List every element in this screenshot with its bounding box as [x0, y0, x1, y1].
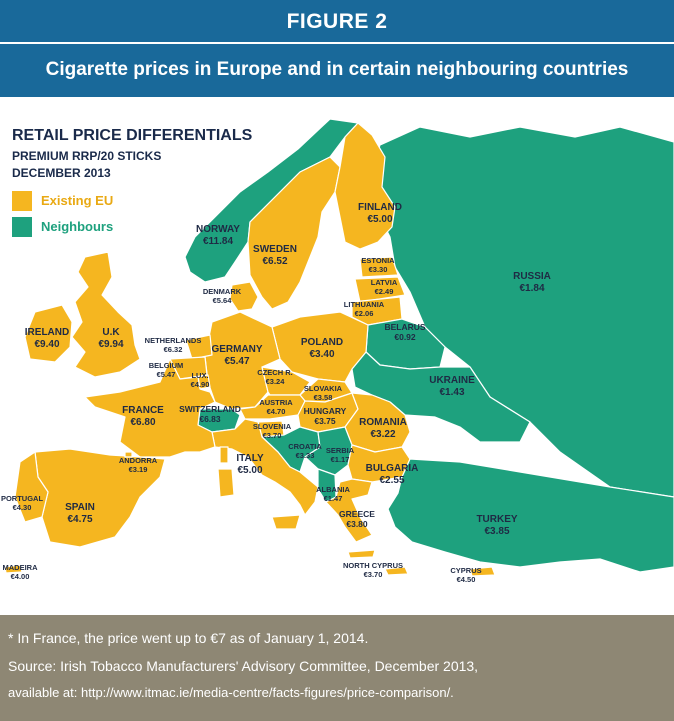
- label-belgium: BELGIUM €5.47: [148, 361, 184, 379]
- label-czech: CZECH R. €3.24: [257, 368, 293, 386]
- legend-label-neighbours: Neighbours: [41, 219, 114, 234]
- label-ukraine: UKRAINE €1.43: [429, 375, 475, 398]
- label-sweden: SWEDEN €6.52: [253, 244, 297, 267]
- label-albania: ALBANIA €1.47: [316, 485, 350, 503]
- label-portugal: PORTUGAL €4.30: [0, 494, 44, 512]
- label-ireland: IRELAND €9.40: [24, 327, 70, 350]
- label-lithuania: LITHUANIA €2.06: [343, 300, 385, 318]
- label-turkey: TURKEY €3.85: [476, 514, 518, 537]
- label-serbia: SERBIA €1.17: [325, 446, 355, 464]
- region-madeira: [4, 564, 23, 574]
- region-north-cyprus: [384, 566, 409, 576]
- region-corsica: [219, 446, 229, 464]
- region-estonia: [359, 256, 399, 278]
- label-netherlands: NETHERLANDS €6.32: [144, 336, 202, 354]
- label-norway: NORWAY €11.84: [196, 224, 240, 247]
- label-bulgaria: BULGARIA €2.55: [365, 463, 419, 486]
- legend-label-eu: Existing EU: [41, 193, 114, 208]
- legend-subtitle-1: PREMIUM RRP/20 STICKS: [12, 149, 162, 163]
- figure-footer: * In France, the price went up to €7 as …: [0, 615, 674, 721]
- region-sardinia: [217, 468, 235, 498]
- label-austria: AUSTRIA €4.70: [259, 398, 293, 416]
- region-cyprus: [469, 566, 496, 577]
- legend-subtitle-2: DECEMBER 2013: [12, 166, 111, 180]
- region-greece: [325, 478, 373, 543]
- label-romania: ROMANIA €3.22: [359, 417, 407, 440]
- label-estonia: ESTONIA €3.30: [361, 256, 395, 274]
- header-divider: [0, 42, 674, 44]
- region-ukraine: [351, 351, 531, 443]
- label-belarus: BELARUS €0.92: [384, 322, 426, 342]
- label-croatia: CROATIA €3.33: [288, 442, 322, 460]
- figure-header: FIGURE 2 Cigarette prices in Europe and …: [0, 0, 674, 97]
- region-andorra: [124, 451, 133, 458]
- label-poland: POLAND €3.40: [300, 337, 344, 360]
- label-france: FRANCE €6.80: [122, 405, 164, 428]
- label-uk: U.K €9.94: [98, 327, 124, 350]
- label-madeira: MADEIRA €4.00: [2, 563, 38, 581]
- label-switzerland: SWITZERLAND €6.83: [179, 404, 241, 424]
- label-finland: FINLAND €5.00: [358, 202, 402, 225]
- map-drawing: [4, 118, 674, 577]
- region-italy: [211, 418, 319, 516]
- label-andorra: ANDORRA €3.19: [118, 456, 158, 474]
- label-greece: GREECE €3.80: [339, 509, 375, 529]
- label-slovakia: SLOVAKIA €3.58: [303, 384, 343, 402]
- figure-title: Cigarette prices in Europe and in certai…: [45, 59, 629, 80]
- label-north-cyprus: NORTH CYPRUS €3.70: [342, 561, 404, 579]
- label-denmark: DENMARK €5.64: [202, 287, 242, 305]
- figure-label: FIGURE 2: [286, 10, 388, 33]
- europe-map: RETAIL PRICE DIFFERENTIALS PREMIUM RRP/2…: [0, 97, 674, 615]
- region-denmark: [229, 281, 259, 312]
- region-finland: [334, 122, 396, 250]
- source-note: Source: Irish Tobacco Manufacturers' Adv…: [8, 658, 479, 674]
- label-hungary: HUNGARY €3.75: [303, 406, 347, 426]
- label-italy: ITALY €5.00: [236, 453, 264, 476]
- label-cyprus: CYPRUS €4.50: [450, 566, 482, 584]
- region-russia: [369, 126, 674, 498]
- region-crete: [347, 549, 376, 559]
- region-sicily: [271, 514, 301, 530]
- label-slovenia: SLOVENIA €3.70: [252, 422, 292, 440]
- source-link: available at: http://www.itmac.ie/media-…: [8, 685, 454, 700]
- region-turkey: [387, 458, 674, 573]
- region-portugal: [14, 451, 49, 523]
- region-poland: [271, 311, 369, 383]
- legend-swatch-neighbours: [12, 217, 32, 237]
- label-spain: SPAIN €4.75: [65, 502, 95, 525]
- region-france: [84, 358, 216, 458]
- label-lux: LUX. €4.90: [190, 371, 210, 389]
- label-germany: GERMANY €5.47: [211, 344, 263, 367]
- region-latvia: [354, 276, 406, 303]
- legend-swatch-eu: [12, 191, 32, 211]
- region-uk: [71, 251, 141, 378]
- label-russia: RUSSIA €1.84: [513, 271, 551, 294]
- legend-title: RETAIL PRICE DIFFERENTIALS: [12, 127, 253, 144]
- footnote: * In France, the price went up to €7 as …: [8, 630, 369, 646]
- region-netherlands: [185, 334, 213, 360]
- label-latvia: LATVIA €2.49: [370, 278, 398, 296]
- region-ireland: [24, 304, 73, 363]
